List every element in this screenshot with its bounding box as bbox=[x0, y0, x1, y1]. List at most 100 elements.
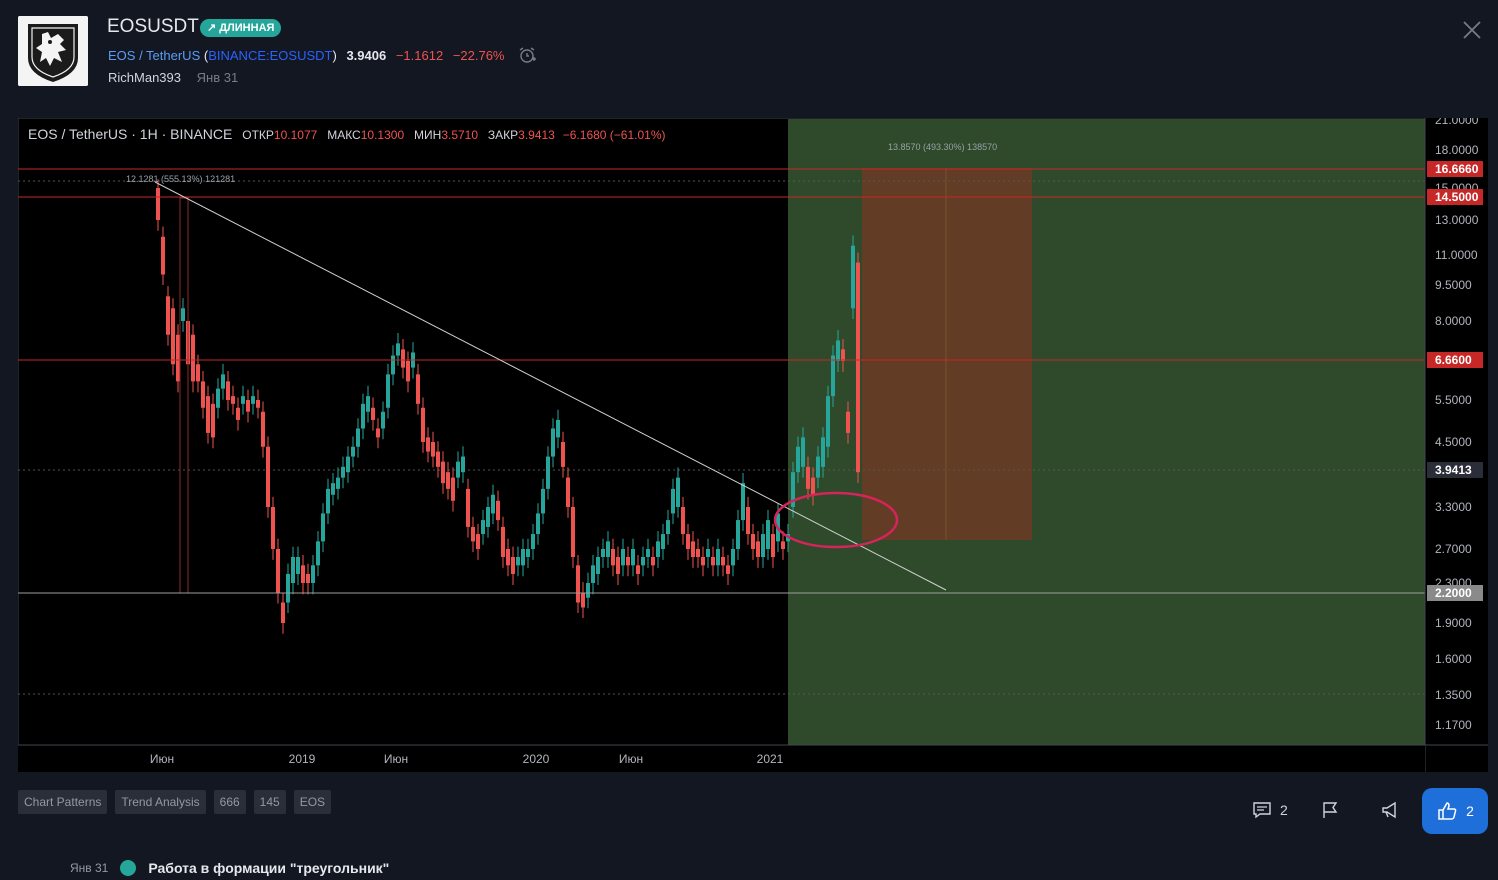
tag-0[interactable]: Chart Patterns bbox=[18, 790, 108, 814]
legend-low-label: МИН bbox=[414, 128, 442, 142]
candle-body bbox=[191, 334, 195, 382]
tag-4[interactable]: EOS bbox=[293, 790, 332, 814]
candle-body bbox=[501, 526, 505, 558]
candle-body bbox=[476, 534, 480, 549]
legend-close-label: ЗАКР bbox=[487, 128, 519, 142]
price-tag-label: 2.2000 bbox=[1435, 586, 1472, 600]
price-tag-label: 14.5000 bbox=[1435, 190, 1479, 204]
candle-body bbox=[376, 428, 380, 438]
candle-body bbox=[681, 507, 685, 535]
legend-title: EOS / TetherUS · 1H · BINANCE bbox=[28, 126, 233, 142]
long-direction-dot-icon bbox=[120, 860, 137, 876]
idea-actions: 2 2 bbox=[1240, 788, 1488, 834]
exchange-symbol-link[interactable]: BINANCE:EOSUSDT bbox=[208, 47, 333, 63]
price-scale-label: 1.3500 bbox=[1435, 688, 1472, 702]
candle-body bbox=[576, 565, 580, 603]
price-change: −1.1612 bbox=[395, 47, 444, 63]
candle-body bbox=[351, 446, 355, 457]
candle-body bbox=[701, 557, 705, 566]
time-axis-label: 2019 bbox=[289, 752, 316, 766]
candle-body bbox=[676, 477, 680, 507]
candle-body bbox=[851, 245, 855, 309]
candle-body bbox=[456, 461, 460, 478]
tag-1[interactable]: Trend Analysis bbox=[115, 790, 206, 814]
candle-body bbox=[761, 534, 765, 558]
candle-body bbox=[671, 488, 675, 514]
candle-body bbox=[796, 446, 800, 473]
chart-area[interactable]: 13.8570 (493.30%) 138570 12.1281 (555.13%… bbox=[18, 118, 1488, 772]
candle-body bbox=[526, 549, 530, 558]
candle-body bbox=[181, 308, 185, 321]
descending-trendline bbox=[154, 181, 947, 591]
candle-body bbox=[506, 549, 510, 566]
alarm-clock-icon[interactable] bbox=[518, 46, 537, 67]
candle-body bbox=[751, 534, 755, 549]
candle-body bbox=[831, 355, 835, 397]
candle-body bbox=[566, 477, 570, 507]
candle-body bbox=[551, 428, 555, 457]
candle-body bbox=[196, 364, 200, 382]
time-axis-label: 2021 bbox=[757, 752, 784, 766]
likes-count: 2 bbox=[1466, 803, 1474, 819]
range-measure-label: 12.1281 (555.13%) 121281 bbox=[126, 174, 235, 184]
time-axis-label: Июн bbox=[384, 752, 408, 766]
candle-body bbox=[291, 557, 295, 583]
candle-body bbox=[266, 446, 270, 507]
candle-body bbox=[691, 541, 695, 558]
candle-body bbox=[756, 541, 760, 558]
candle-body bbox=[366, 396, 370, 412]
tag-2[interactable]: 666 bbox=[213, 790, 246, 814]
candle-body bbox=[571, 507, 575, 558]
pair-link[interactable]: EOS / TetherUS bbox=[108, 47, 201, 63]
legend-high-label: МАКС bbox=[327, 128, 361, 142]
chart-legend: EOS / TetherUS · 1H · BINANCE ОТКР10.107… bbox=[28, 126, 666, 142]
candle-body bbox=[176, 334, 180, 382]
price-chart[interactable]: 13.8570 (493.30%) 138570 12.1281 (555.13%… bbox=[18, 118, 1488, 772]
author-avatar[interactable] bbox=[18, 16, 88, 86]
legend-change: −6.1680 (−61.01%) bbox=[562, 128, 666, 142]
candle-body bbox=[231, 396, 235, 404]
tag-3[interactable]: 145 bbox=[253, 790, 286, 814]
target-measure-label: 13.8570 (493.30%) 138570 bbox=[888, 142, 997, 152]
comments-button[interactable]: 2 bbox=[1252, 800, 1288, 820]
price-tag bbox=[1427, 462, 1483, 478]
candle-body bbox=[591, 565, 595, 583]
tag-list: Chart Patterns Trend Analysis 666 145 EO… bbox=[18, 790, 332, 814]
related-idea[interactable]: Янв 31 Работа в формации "треугольник" bbox=[70, 860, 389, 876]
paren-open: ( bbox=[203, 47, 209, 63]
price-tag-label: 16.6660 bbox=[1435, 162, 1479, 176]
candle-body bbox=[296, 557, 300, 574]
related-idea-date: Янв 31 bbox=[70, 861, 109, 875]
candle-body bbox=[516, 557, 520, 566]
report-button[interactable] bbox=[1320, 800, 1340, 820]
symbol-line: EOS / TetherUS (BINANCE:EOSUSDT) 3.9406 … bbox=[108, 46, 537, 67]
share-button[interactable] bbox=[1380, 800, 1400, 820]
candle-body bbox=[806, 466, 810, 489]
comments-count: 2 bbox=[1280, 802, 1288, 818]
price-change-percent: −22.76% bbox=[452, 47, 505, 63]
price-tag bbox=[1427, 352, 1483, 368]
candle-body bbox=[686, 534, 690, 549]
candle-body bbox=[431, 442, 435, 457]
price-scale-label: 3.3000 bbox=[1435, 500, 1472, 514]
candle-body bbox=[316, 541, 320, 566]
candle-body bbox=[606, 541, 610, 558]
long-position-stop-zone bbox=[862, 168, 1032, 540]
like-button[interactable]: 2 bbox=[1422, 788, 1488, 834]
price-tag bbox=[1427, 161, 1483, 177]
candle-body bbox=[661, 534, 665, 549]
candle-body bbox=[561, 442, 565, 467]
candle-body bbox=[736, 520, 740, 549]
legend-open-label: ОТКР bbox=[242, 128, 274, 142]
breakout-ellipse bbox=[773, 491, 899, 549]
price-scale-label: 5.5000 bbox=[1435, 393, 1472, 407]
candle-body bbox=[221, 374, 225, 389]
candle-body bbox=[161, 236, 165, 275]
candle-body bbox=[201, 381, 205, 408]
publish-date: Янв 31 bbox=[196, 70, 239, 85]
candle-body bbox=[421, 407, 425, 442]
author-name[interactable]: RichMan393 bbox=[108, 70, 181, 85]
close-icon[interactable] bbox=[1458, 16, 1486, 44]
candle-body bbox=[791, 472, 795, 507]
candle-body bbox=[391, 355, 395, 375]
